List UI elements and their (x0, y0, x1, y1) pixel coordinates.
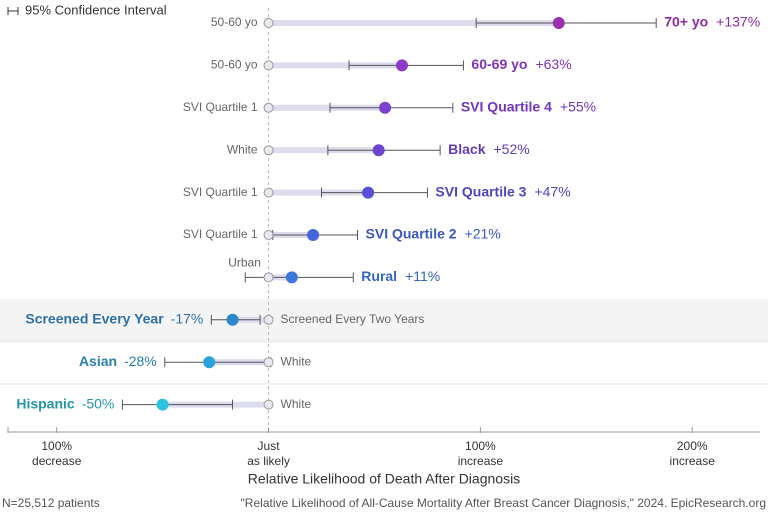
point (226, 313, 239, 326)
point (156, 398, 169, 411)
x-tick-line: 100% (41, 439, 72, 453)
x-tick-line: increase (670, 454, 716, 468)
reference-label: White (281, 354, 312, 368)
reference-point (263, 18, 274, 28)
group-label: 70+ yo (664, 14, 708, 30)
group-label: Black (448, 141, 486, 157)
reference-point (263, 399, 274, 410)
legend-label: 95% Confidence Interval (25, 2, 167, 17)
source: "Relative Likelihood of All-Cause Mortal… (241, 496, 766, 510)
group-label: 60-69 yo (471, 56, 527, 72)
point (379, 101, 392, 114)
value-label: +21% (465, 226, 501, 242)
legend-icon (7, 7, 19, 15)
point (307, 229, 320, 241)
x-tick-line: Just (258, 439, 281, 453)
group-label: SVI Quartile 3 (435, 183, 526, 199)
value-label: -17% (171, 311, 204, 327)
reference-point (263, 230, 274, 240)
effect-bar (268, 62, 403, 69)
reference-label: White (281, 397, 312, 411)
point (396, 59, 409, 72)
value-label: +55% (560, 99, 596, 115)
value-label: -28% (124, 353, 157, 369)
reference-label: 50-60 yo (211, 15, 258, 29)
effect-bar (268, 189, 369, 196)
group-label: Screened Every Year (25, 311, 164, 327)
group-label: Hispanic (16, 395, 75, 411)
reference-point (263, 272, 274, 283)
reference-label: Screened Every Two Years (281, 312, 425, 326)
group-label: Rural (361, 268, 397, 284)
x-tick-label: 100% decrease (32, 439, 82, 468)
reference-point (263, 314, 274, 325)
x-tick-line: 200% (677, 439, 708, 453)
reference-label: White (227, 142, 258, 156)
reference-label: 50-60 yo (211, 58, 258, 72)
note: N=25,512 patients (2, 496, 100, 510)
value-label: +52% (493, 141, 529, 157)
point (552, 17, 565, 29)
value-label: +137% (716, 14, 760, 30)
reference-label: SVI Quartile 1 (183, 227, 258, 241)
reference-point (263, 187, 274, 198)
point (285, 271, 298, 284)
value-label: +11% (405, 268, 440, 284)
reference-point (263, 145, 274, 156)
point (203, 356, 216, 369)
value-label: +47% (534, 183, 570, 199)
reference-label: SVI Quartile 1 (183, 100, 258, 114)
value-label: +63% (535, 56, 571, 72)
x-tick-label: 200% increase (670, 439, 716, 468)
group-label: SVI Quartile 2 (366, 226, 457, 242)
x-tick-line: decrease (32, 454, 82, 468)
group-label: SVI Quartile 4 (461, 99, 552, 115)
group-label: Asian (79, 353, 117, 369)
reference-point (263, 357, 274, 368)
value-label: -50% (82, 395, 115, 411)
reference-label: SVI Quartile 1 (183, 185, 258, 199)
effect-bar (268, 104, 386, 111)
x-tick-label: 100% increase (458, 439, 504, 468)
point (362, 186, 375, 199)
x-tick-line: 100% (465, 439, 496, 453)
x-tick-label: Just as likely (247, 439, 290, 468)
reference-point (263, 102, 274, 113)
row-band (0, 299, 768, 342)
x-axis-title: Relative Likelihood of Death After Diagn… (248, 471, 520, 487)
effect-bar (268, 147, 379, 154)
reference-label: Urban (228, 256, 261, 270)
effect-bar (268, 20, 559, 26)
x-tick-line: as likely (247, 454, 290, 468)
x-tick-line: increase (458, 454, 504, 468)
point (372, 144, 385, 157)
reference-point (263, 60, 274, 71)
